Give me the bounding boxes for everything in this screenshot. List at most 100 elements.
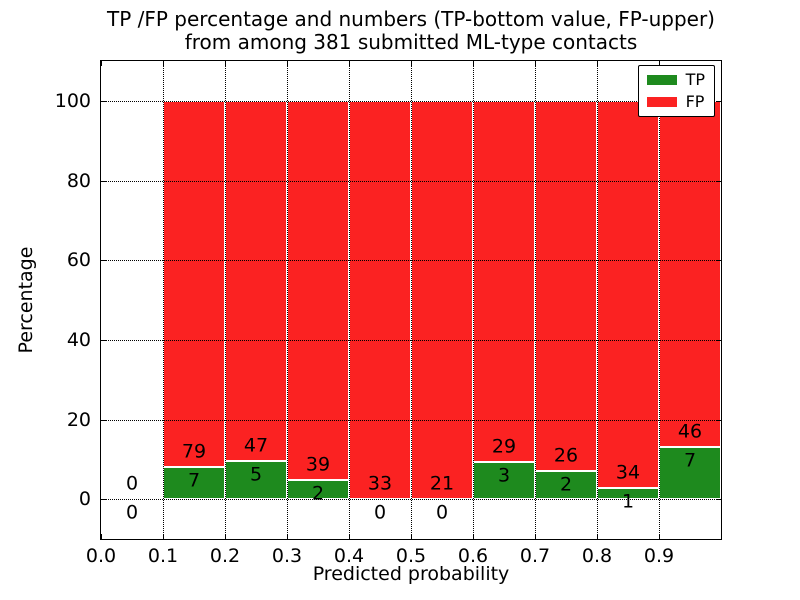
x-tick-label: 0.3: [271, 545, 303, 567]
tp-count-label: 0: [373, 501, 387, 524]
tp-bar: [163, 466, 225, 500]
fp-bar: [473, 100, 535, 462]
x-gridline: [225, 61, 226, 539]
fp-count-label: 0: [125, 472, 139, 495]
fp-bar: [163, 100, 225, 467]
y-tick-mark-right: [716, 419, 721, 421]
x-tick-label: 0.6: [457, 545, 489, 567]
x-tick-mark: [163, 534, 164, 539]
y-tick-mark: [101, 499, 106, 501]
y-tick-label: 60: [66, 249, 91, 272]
x-tick-mark-top: [597, 61, 598, 66]
x-gridline: [349, 61, 350, 539]
y-tick-mark-right: [716, 100, 721, 102]
y-tick-label: 20: [66, 408, 91, 431]
tp-swatch-icon: [646, 75, 677, 85]
x-tick-mark-top: [163, 61, 164, 66]
y-axis-label: Percentage: [15, 246, 37, 354]
y-tick-mark-right: [716, 260, 721, 262]
legend: TP FP: [637, 65, 715, 117]
x-tick-mark-top: [349, 61, 350, 66]
tp-count-label: 7: [187, 469, 201, 492]
x-tick-mark-top: [101, 61, 102, 66]
x-tick-label: 0.8: [581, 545, 613, 567]
tp-count-label: 2: [559, 473, 573, 496]
x-tick-mark: [535, 534, 536, 539]
y-tick-mark: [101, 100, 106, 102]
x-tick-mark-top: [473, 61, 474, 66]
x-tick-mark: [597, 534, 598, 539]
y-tick-label: 0: [78, 488, 91, 511]
chart-title: TP /FP percentage and numbers (TP-bottom…: [100, 8, 722, 54]
x-tick-mark: [473, 534, 474, 539]
tp-count-label: 0: [125, 501, 139, 524]
fp-bar: [225, 100, 287, 461]
tp-count-label: 2: [311, 482, 325, 505]
fp-count-label: 47: [243, 434, 269, 457]
y-tick-mark: [101, 419, 106, 421]
tp-count-label: 3: [497, 464, 511, 487]
x-gridline: [287, 61, 288, 539]
fp-bar: [349, 100, 411, 500]
y-tick-mark: [101, 339, 106, 341]
x-tick-mark: [411, 534, 412, 539]
x-gridline: [163, 61, 164, 539]
y-tick-label: 40: [66, 328, 91, 351]
fp-count-label: 21: [429, 472, 455, 495]
x-tick-mark: [101, 534, 102, 539]
x-gridline: [659, 61, 660, 539]
fp-bar: [659, 100, 721, 447]
legend-label-fp: FP: [685, 92, 705, 111]
x-tick-label: 0.4: [333, 545, 365, 567]
x-tick-mark-top: [225, 61, 226, 66]
x-tick-mark: [225, 534, 226, 539]
fp-count-label: 26: [553, 444, 579, 467]
tp-bar: [473, 461, 535, 500]
fp-count-label: 34: [615, 461, 641, 484]
chart-title-line2: from among 381 submitted ML-type contact…: [184, 30, 638, 54]
x-tick-mark-top: [287, 61, 288, 66]
y-tick-mark: [101, 180, 106, 182]
x-tick-label: 0.5: [395, 545, 427, 567]
x-tick-mark-top: [411, 61, 412, 66]
fp-bar: [535, 100, 597, 471]
x-gridline: [597, 61, 598, 539]
tp-count-label: 7: [683, 449, 697, 472]
fp-bar: [597, 100, 659, 488]
x-tick-mark-top: [659, 61, 660, 66]
fp-bar: [411, 100, 473, 500]
legend-item-tp: TP: [646, 70, 705, 89]
x-tick-label: 0.7: [519, 545, 551, 567]
fp-swatch-icon: [646, 97, 677, 107]
fp-count-label: 33: [367, 472, 393, 495]
fp-count-label: 79: [181, 440, 207, 463]
tp-count-label: 1: [621, 490, 635, 513]
legend-item-fp: FP: [646, 92, 705, 111]
x-tick-label: 0.1: [147, 545, 179, 567]
fp-count-label: 29: [491, 435, 517, 458]
x-tick-mark-top: [535, 61, 536, 66]
x-tick-mark: [287, 534, 288, 539]
x-tick-label: 0.9: [643, 545, 675, 567]
fp-count-label: 39: [305, 453, 331, 476]
y-tick-mark-right: [716, 180, 721, 182]
fp-bar: [287, 100, 349, 480]
legend-label-tp: TP: [685, 70, 705, 89]
y-tick-label: 80: [66, 169, 91, 192]
y-tick-mark-right: [716, 339, 721, 341]
tp-count-label: 0: [435, 501, 449, 524]
y-tick-mark: [101, 260, 106, 262]
plot-area: TP FP 0.0 0.1 0.2 0.3 0.4 0.5 0.6 0.7 0.8 0.9 0 20 4…: [55, 60, 722, 567]
tp-bar: [225, 460, 287, 500]
x-gridline: [411, 61, 412, 539]
y-tick-label: 100: [54, 89, 91, 112]
x-tick-mark: [349, 534, 350, 539]
x-gridline: [473, 61, 474, 539]
fp-count-label: 46: [677, 420, 703, 443]
x-axis-label: Predicted probability: [312, 563, 510, 585]
chart-title-line1: TP /FP percentage and numbers (TP-bottom…: [107, 7, 715, 31]
x-tick-label: 0.2: [209, 545, 241, 567]
x-tick-label: 0.0: [85, 545, 117, 567]
x-gridline: [535, 61, 536, 539]
